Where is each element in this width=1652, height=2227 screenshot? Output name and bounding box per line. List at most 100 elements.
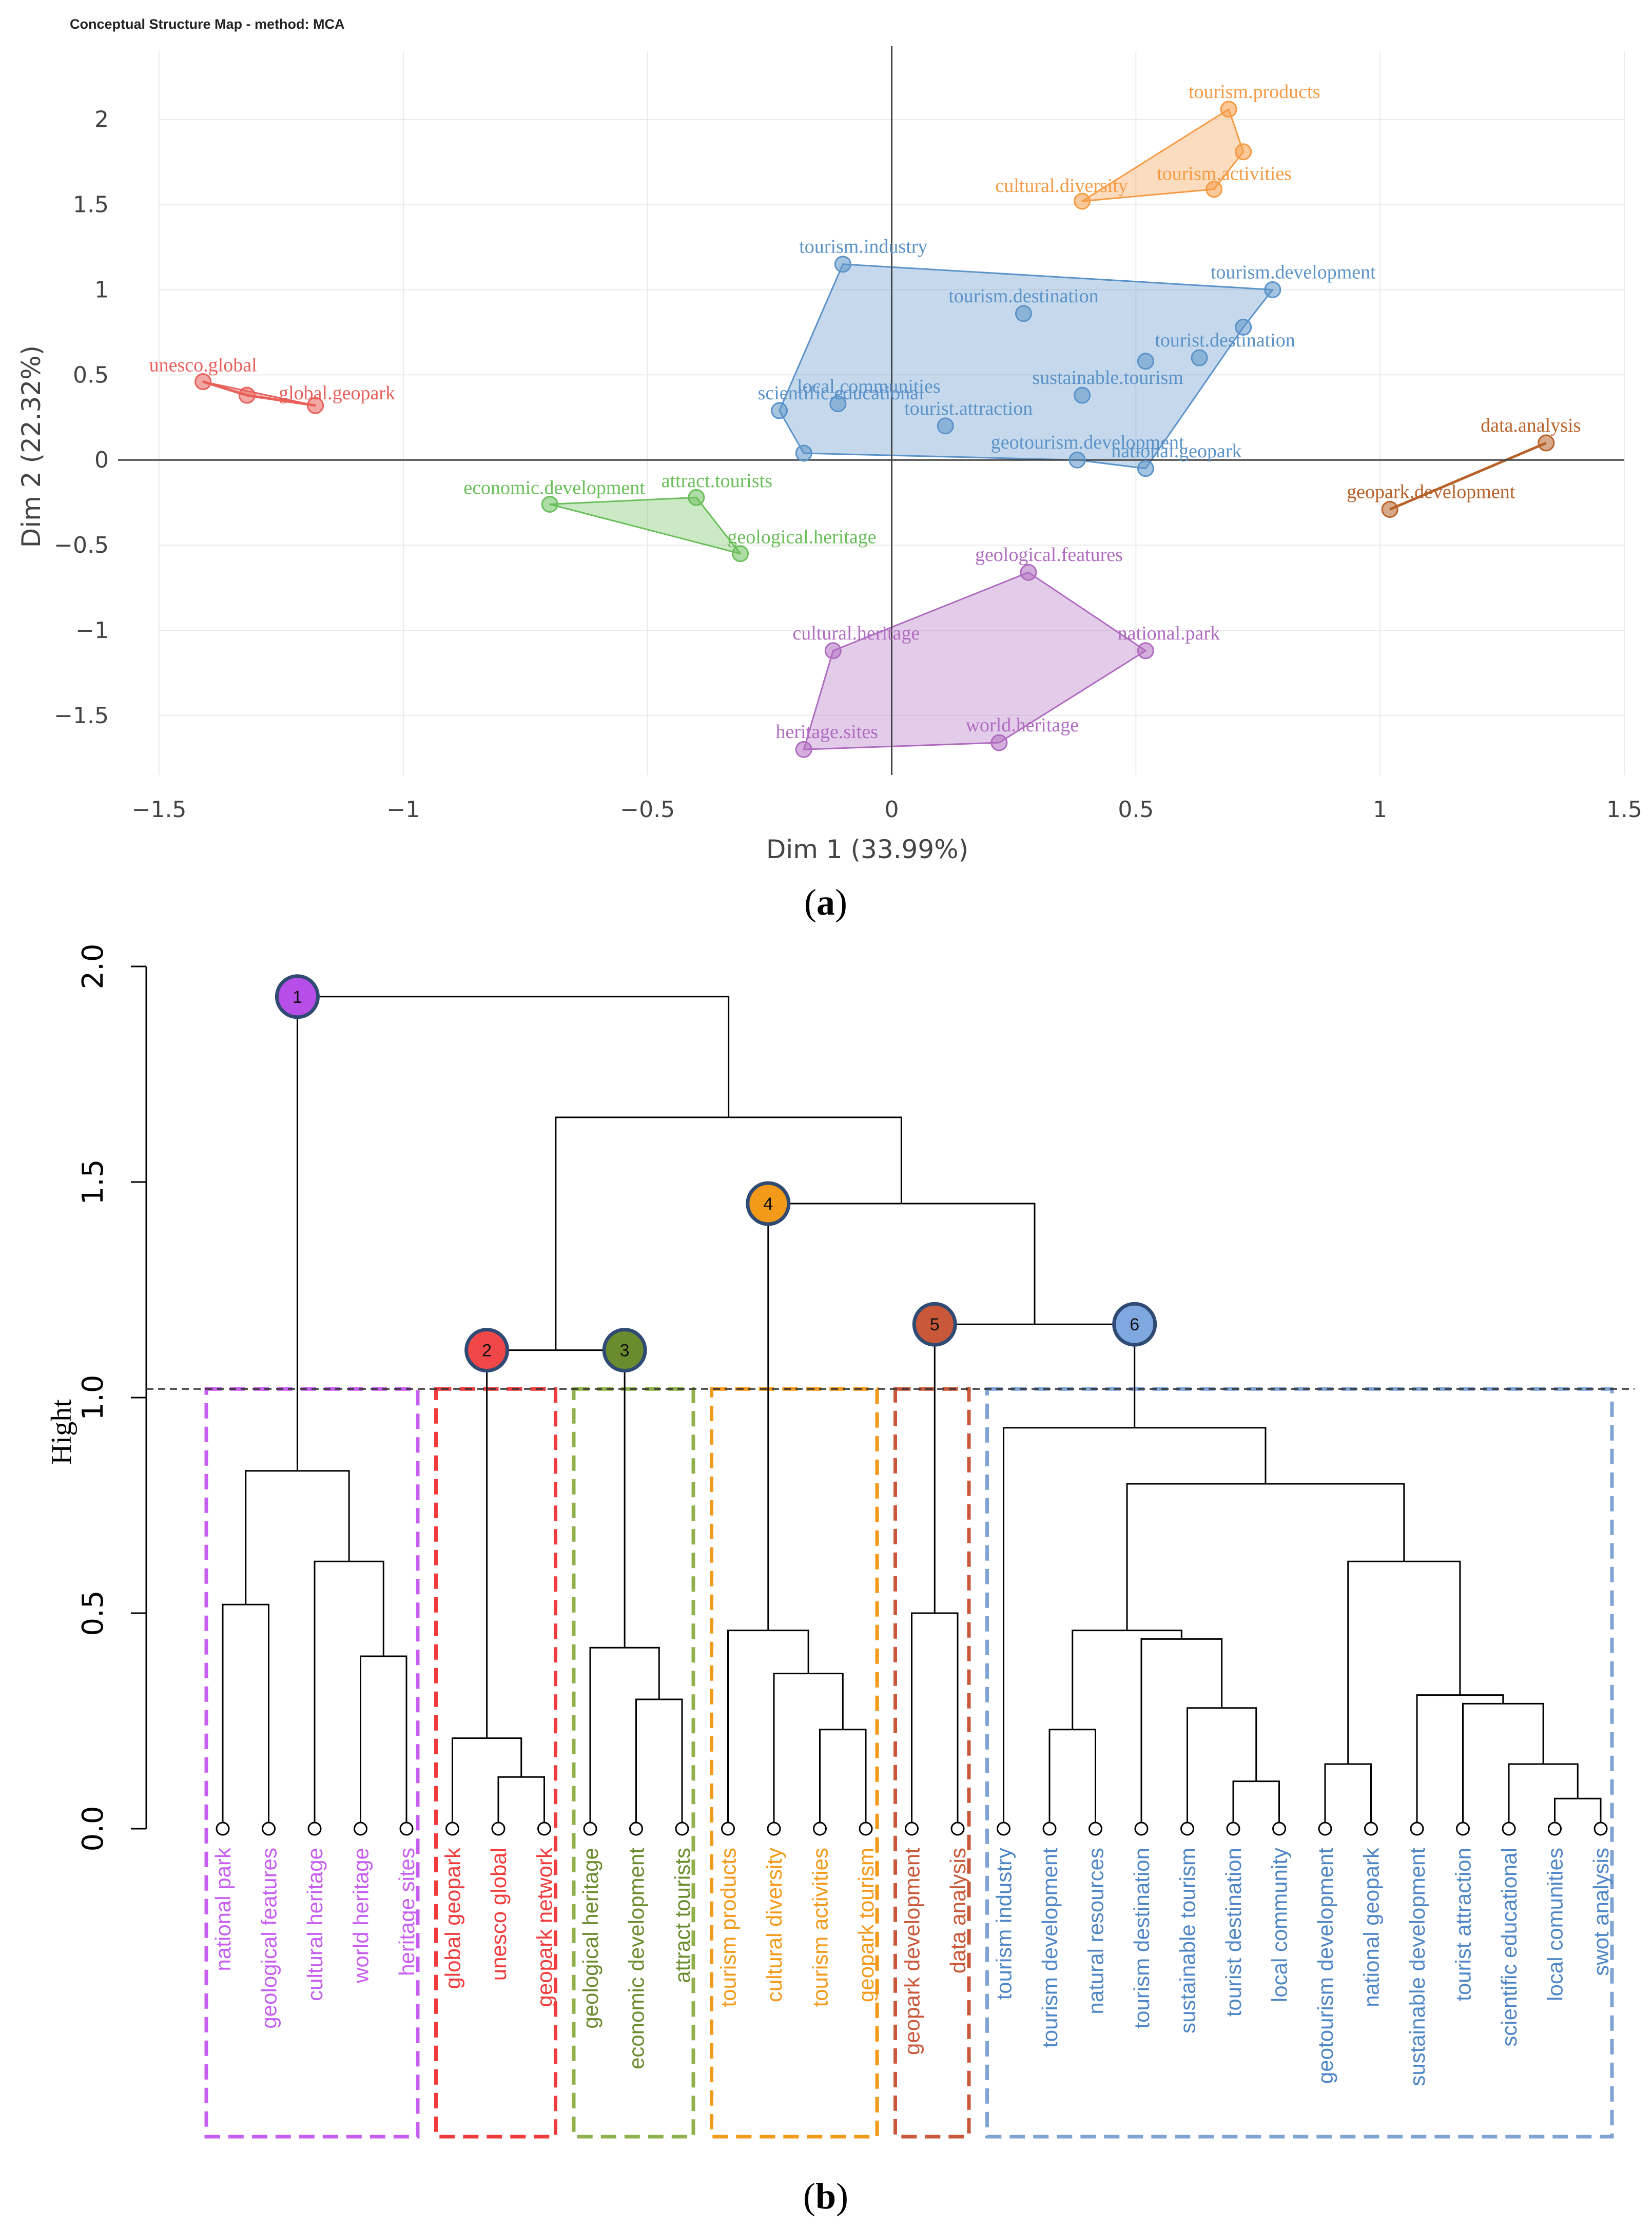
- dendrogram-branch-m10: [819, 1729, 867, 1826]
- mca-point-labels: unesco.global global.geopark economic.deve…: [149, 81, 1581, 743]
- mca-label-world-heritage: world.heritage: [966, 714, 1079, 736]
- leaf-marker: [1180, 1822, 1194, 1836]
- mca-label-national-geopark: national.geopark: [1111, 440, 1241, 462]
- caption-a: (a): [804, 882, 847, 923]
- leaf-marker: [491, 1822, 506, 1836]
- cluster-badge-5: 5: [912, 1302, 957, 1347]
- mca-label-local-communities: local.communities: [797, 376, 941, 397]
- mca-point: [1235, 143, 1252, 161]
- leaf-label-national-geopark: national geopark: [1359, 1847, 1384, 2007]
- dendrogram-branch-m20: [1554, 1797, 1602, 1826]
- leaf-label-tourism-destination: tourism destination: [1130, 1848, 1154, 2029]
- leaf-marker: [675, 1822, 689, 1836]
- leaf-marker: [583, 1822, 597, 1836]
- dendrogram-branch-m23: [1416, 1694, 1504, 1826]
- cluster-box-6: [985, 1387, 1614, 2139]
- mca-x-tick-label: 0: [885, 797, 899, 823]
- mca-point-geological-heritage: [731, 545, 749, 563]
- leaf-marker: [354, 1822, 367, 1836]
- leaf-marker: [1226, 1822, 1240, 1836]
- cluster-badge-number: 4: [763, 1194, 773, 1214]
- leaf-label-geotourism-development: geotourism development: [1313, 1848, 1337, 2084]
- leaf-marker: [859, 1822, 873, 1836]
- cluster-badge-3: 3: [602, 1328, 647, 1373]
- cluster-brown-hull: [1389, 441, 1547, 511]
- mca-label-tourism-industry: tourism.industry: [799, 236, 927, 258]
- cluster-badge-circle: [464, 1328, 510, 1373]
- leaf-marker: [1089, 1822, 1102, 1836]
- mca-label-attract-tourists: attract.tourists: [662, 470, 772, 492]
- mca-label-geological-heritage: geological.heritage: [727, 527, 876, 548]
- leaf-label-data-analysis: data analysis: [946, 1848, 970, 1973]
- leaf-label-tourism-activities: tourism activities: [808, 1848, 832, 2007]
- leaf-marker: [537, 1822, 551, 1836]
- mca-point-economic-development: [541, 495, 558, 513]
- leaf-markers: [216, 1822, 1608, 1836]
- leaf-marker: [445, 1822, 459, 1836]
- cluster-badge-2: 2: [464, 1328, 510, 1373]
- leaf-marker: [216, 1822, 230, 1836]
- leaf-label-unesco-global: unesco global: [487, 1848, 511, 1981]
- leaf-label-attract-tourists: attract tourists: [670, 1848, 694, 1983]
- cluster-badge-circle: [746, 1181, 791, 1226]
- mca-point-attract-tourists: [688, 489, 705, 506]
- mca-x-tick-label: 0.5: [1118, 797, 1154, 823]
- dendrogram-branch-m28: [767, 1203, 1036, 1631]
- dendrogram-y-tick-label: 0.5: [76, 1590, 110, 1636]
- dendrogram-branch-m8: [589, 1647, 660, 1826]
- leaf-marker: [1272, 1822, 1286, 1836]
- leaf-label-tourism-development: tourism development: [1038, 1848, 1062, 2048]
- dendrogram-branch-m1: [222, 1603, 269, 1826]
- leaf-marker: [629, 1822, 643, 1836]
- leaf-marker: [262, 1822, 276, 1836]
- leaf-marker: [721, 1822, 735, 1836]
- mca-zero-axes: [118, 46, 1624, 775]
- mca-point-unesco-global: [195, 373, 212, 391]
- leaf-label-natural-resources: natural resources: [1084, 1848, 1108, 2015]
- dendrogram-panel: 0.0 0.5 1.0 1.5 2.0 Hight national park geolo…: [46, 943, 1635, 2217]
- dendrogram-y-axis-label: Hight: [46, 1399, 77, 1465]
- leaf-marker: [1456, 1822, 1470, 1836]
- mca-point-tourism-destination: [1015, 305, 1032, 322]
- mca-point-tourism-activities: [1206, 181, 1223, 198]
- dendrogram-branch-m13: [911, 1612, 959, 1826]
- mca-label-tourism-destination: tourism.destination: [948, 285, 1098, 307]
- mca-point-cultural-heritage: [824, 642, 842, 660]
- mca-label-global-geopark: global.geopark: [279, 382, 395, 404]
- leaf-label-cultural-diversity: cultural diversity: [762, 1848, 786, 2002]
- mca-y-tick-label: 2: [94, 107, 109, 133]
- dendrogram-branch-m3: [314, 1560, 384, 1826]
- dendrogram-branch-m11: [773, 1673, 844, 1826]
- cluster-badge-4: 4: [746, 1181, 791, 1226]
- dendrogram-branch-m18: [1072, 1630, 1182, 1730]
- leaf-label-global-geopark: global geopark: [441, 1847, 465, 1989]
- leaf-marker: [767, 1822, 781, 1836]
- leaf-label-local-community: local community: [1268, 1848, 1292, 2002]
- dendrogram-branch-m6: [452, 1737, 522, 1826]
- leaf-label-sustainable-development: sustainable development: [1405, 1848, 1429, 2086]
- mca-y-tick-label: 0.5: [73, 362, 109, 388]
- cluster-badge-number: 5: [930, 1315, 940, 1334]
- mca-panel: Conceptual Structure Map - method: MCA −…: [16, 16, 1642, 923]
- mca-label-tourist-attraction: tourist.attraction: [904, 398, 1033, 419]
- mca-label-geopark-development: geopark.development: [1347, 481, 1515, 502]
- mca-label-tourism-activities: tourism.activities: [1157, 163, 1292, 185]
- cluster-box-1: [204, 1387, 420, 2139]
- cluster-badge-circle: [1112, 1302, 1157, 1347]
- mca-label-scientific-educational: scientific.educational: [758, 382, 924, 404]
- mca-y-axis-label: Dim 2 (22.32%): [16, 345, 46, 548]
- mca-y-tick-label: 1.5: [73, 192, 109, 218]
- mca-point-cultural-diversity: [1074, 192, 1091, 210]
- mca-point-geotourism-development: [1068, 451, 1086, 469]
- cluster-badge-circle: [912, 1302, 957, 1347]
- mca-label-data-analysis: data.analysis: [1481, 415, 1581, 436]
- mca-point-tourist-attraction: [937, 417, 954, 435]
- mca-label-cultural-heritage: cultural.heritage: [792, 623, 920, 644]
- leaf-marker: [1593, 1822, 1608, 1836]
- mca-point-tourist-destination: [1191, 349, 1208, 366]
- mca-label-tourism-products: tourism.products: [1189, 81, 1320, 103]
- cluster-badge-6: 6: [1112, 1302, 1157, 1347]
- mca-x-tick-label: 1.5: [1606, 797, 1642, 823]
- mca-point-geological-features: [1020, 564, 1037, 581]
